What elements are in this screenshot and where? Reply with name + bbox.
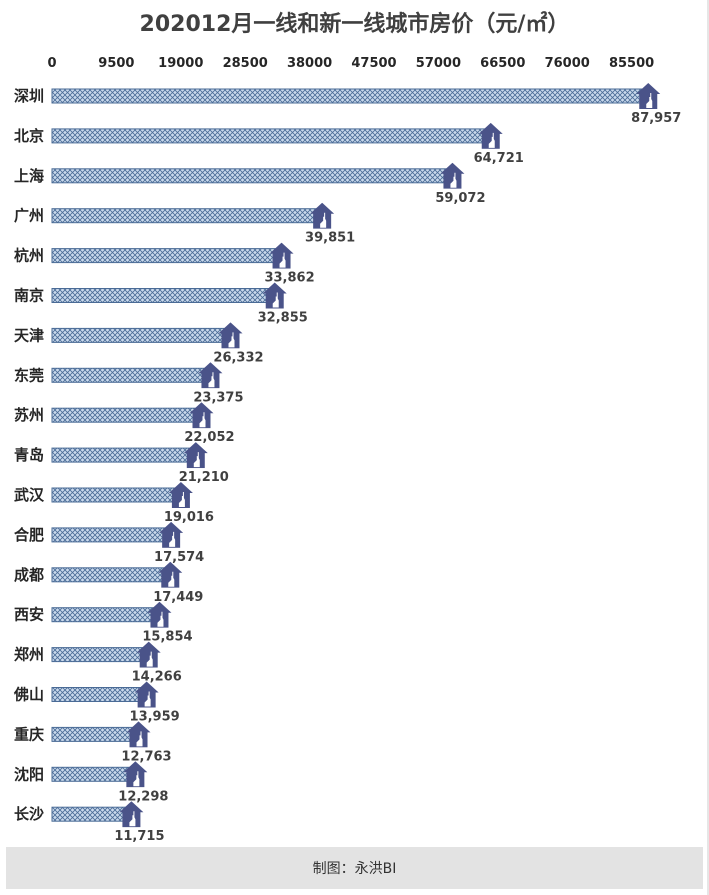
data-label: 22,052 — [184, 430, 234, 445]
category-label: 成都 — [14, 566, 44, 584]
bar — [51, 168, 453, 184]
frame-edge — [707, 0, 709, 895]
data-label: 11,715 — [114, 829, 164, 844]
category-label: 沈阳 — [14, 765, 44, 783]
bar — [51, 88, 649, 104]
x-tick-label: 0 — [47, 56, 56, 71]
house-icon — [189, 402, 214, 429]
house-icon — [147, 601, 172, 628]
x-tick-label: 47500 — [351, 56, 396, 71]
house-icon — [183, 442, 208, 469]
house-icon — [159, 521, 184, 548]
house-icon — [126, 721, 151, 748]
category-label: 武汉 — [14, 486, 45, 504]
bar — [51, 687, 148, 702]
data-label: 23,375 — [193, 390, 243, 405]
data-label: 59,072 — [435, 191, 485, 206]
category-label: 上海 — [14, 167, 44, 185]
footer-credit: 制图：永洪BI — [6, 847, 703, 889]
category-label: 合肥 — [13, 526, 44, 544]
house-icon — [262, 282, 287, 309]
house-icon — [198, 362, 223, 389]
data-label: 13,959 — [130, 710, 180, 725]
house-icon — [158, 561, 183, 588]
house-icon — [168, 482, 193, 508]
bar — [51, 367, 211, 383]
category-label: 佛山 — [13, 686, 44, 704]
category-label: 长沙 — [14, 805, 44, 823]
data-label: 12,763 — [121, 749, 171, 764]
category-label: 天津 — [14, 326, 44, 344]
x-tick-label: 66500 — [480, 56, 525, 71]
category-label: 东莞 — [14, 366, 44, 384]
house-icon — [218, 322, 243, 349]
x-tick-label: 76000 — [545, 56, 590, 71]
bar — [51, 327, 232, 343]
data-label: 15,854 — [142, 630, 192, 645]
category-label: 深圳 — [14, 87, 44, 105]
house-icon — [440, 162, 465, 189]
x-tick-label: 57000 — [416, 56, 461, 71]
bar — [51, 806, 132, 822]
category-label: 西安 — [14, 606, 44, 624]
data-label: 14,266 — [132, 670, 182, 685]
x-tick-label: 38000 — [287, 56, 332, 71]
bar-chart: 0 9500 19000 28500 38000 47500 57000 66500 76000… — [13, 56, 681, 844]
house-icon — [636, 83, 661, 109]
data-label: 17,574 — [154, 550, 204, 565]
bar — [51, 208, 323, 224]
bar — [51, 527, 172, 543]
data-label: 17,449 — [153, 590, 203, 605]
data-label: 64,721 — [474, 151, 524, 166]
house-icon — [134, 681, 159, 708]
bar — [51, 447, 197, 463]
data-label: 39,851 — [305, 231, 355, 246]
data-label: 26,332 — [213, 350, 263, 365]
data-label: 12,298 — [118, 789, 168, 804]
bar — [51, 128, 492, 144]
category-label: 青岛 — [14, 446, 44, 464]
bar — [51, 647, 150, 663]
house-icon — [310, 202, 335, 229]
bar — [51, 607, 160, 623]
bar — [51, 567, 171, 583]
category-label: 郑州 — [14, 646, 44, 664]
house-icon — [123, 761, 148, 788]
bar — [51, 766, 136, 782]
data-label: 19,016 — [164, 510, 214, 525]
x-tick-label: 28500 — [223, 56, 268, 71]
category-label: 苏州 — [14, 406, 44, 424]
house-icon — [136, 641, 161, 668]
house-icon — [119, 801, 144, 828]
data-label: 32,855 — [258, 311, 308, 326]
bar — [51, 407, 202, 423]
data-label: 21,210 — [179, 470, 229, 485]
bar — [51, 248, 283, 264]
category-label: 北京 — [14, 127, 44, 145]
bar — [51, 726, 140, 742]
data-label: 87,957 — [631, 111, 681, 126]
x-tick-label: 85500 — [609, 56, 654, 71]
x-tick-label: 19000 — [158, 56, 203, 71]
category-label: 南京 — [14, 287, 44, 305]
category-label: 重庆 — [14, 725, 44, 743]
data-label: 33,862 — [264, 271, 314, 286]
bar — [51, 487, 182, 503]
category-label: 广州 — [14, 207, 44, 225]
category-label: 杭州 — [14, 247, 44, 265]
chart-title: 202012月一线和新一线城市房价（元/㎡） — [139, 12, 570, 37]
x-tick-label: 9500 — [98, 56, 134, 71]
house-icon — [269, 242, 294, 269]
house-icon — [478, 122, 503, 149]
bar — [51, 288, 276, 303]
